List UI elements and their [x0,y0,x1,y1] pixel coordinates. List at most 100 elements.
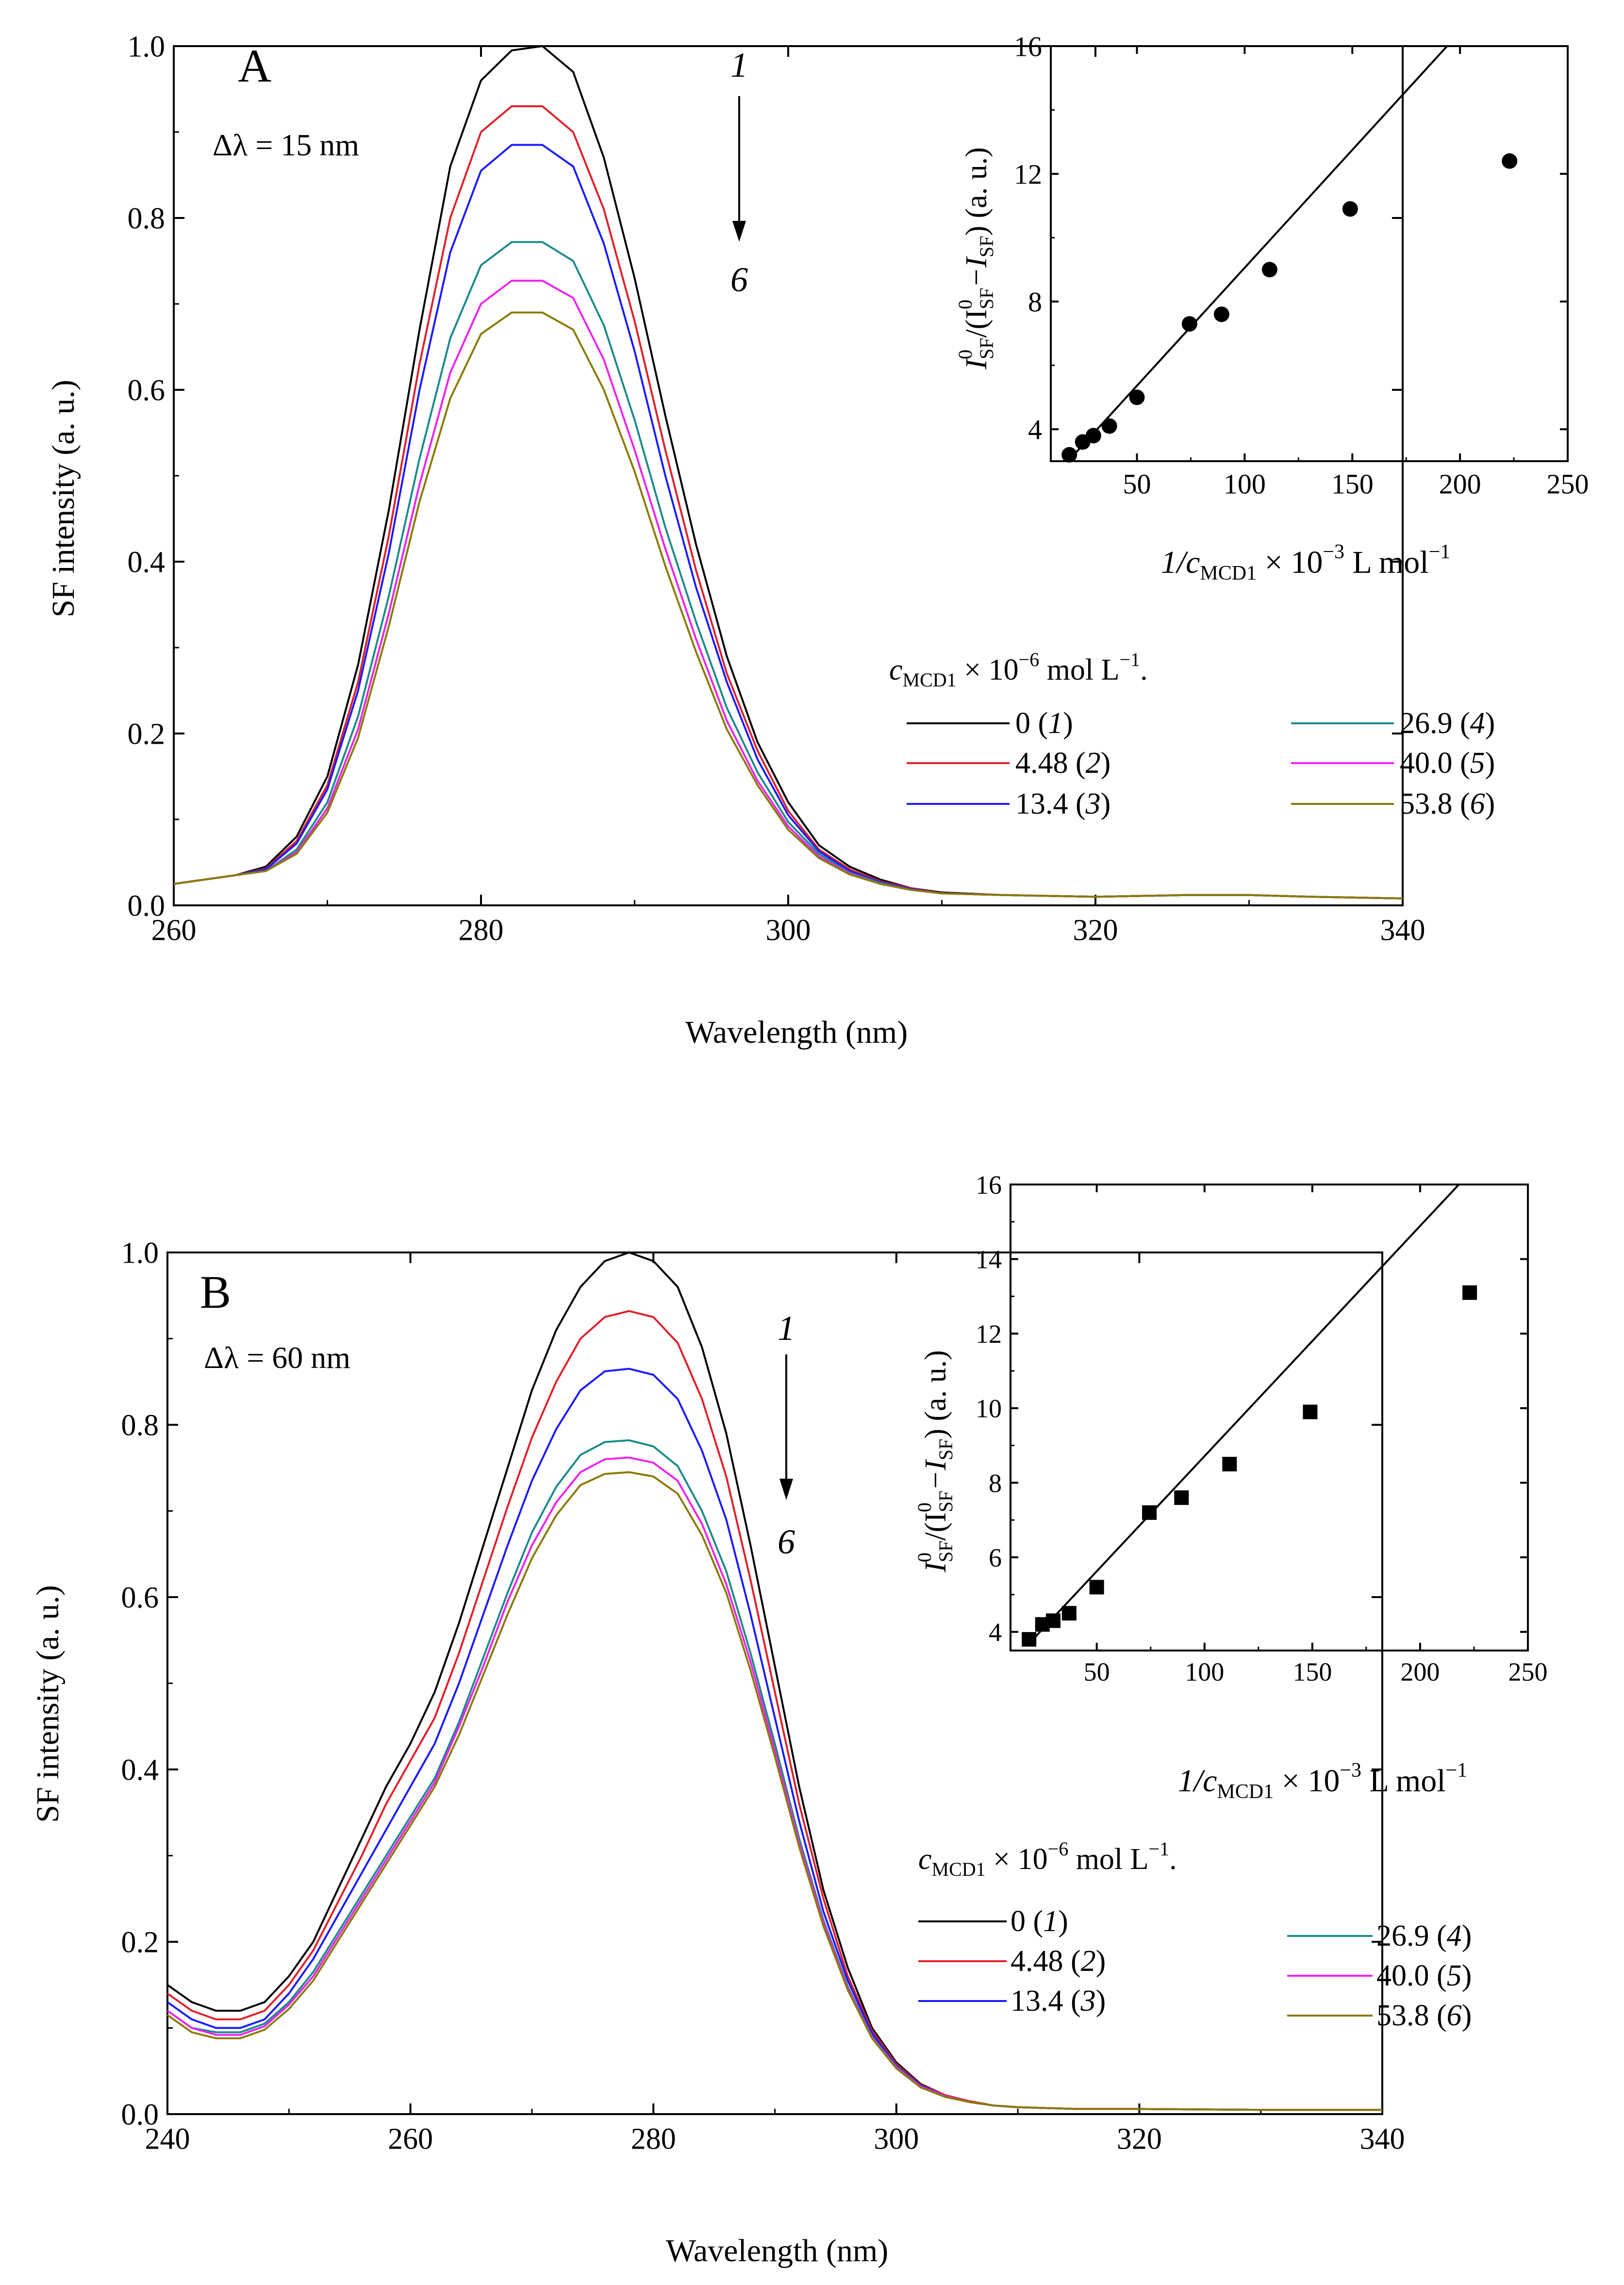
y-tick-label: 6 [989,1543,1002,1572]
data-point [1089,1580,1104,1595]
legend-exp: −6 [1019,649,1040,670]
x-tick-label: 150 [1293,1657,1332,1686]
legend-entry-5: 40.0 (5) [1376,1959,1472,1992]
y-tick-label: 0.0 [128,890,166,923]
legend-entry-5: 40.0 (5) [1400,747,1495,780]
panel-a-inset-xlabel: 1/cMCD1 × 10−3 L mol−1 [1161,541,1451,584]
y-tick-label: 0.6 [128,374,166,407]
legend-entry-2: 4.48 (2) [1015,747,1110,780]
y-tick-label: 0.4 [121,1754,159,1787]
data-point [1213,306,1229,322]
data-point [1502,153,1518,169]
y-tick-label: 0.2 [121,1926,159,1959]
legend-sub: MCD1 [932,1858,986,1880]
panel-a-label: A [238,40,271,92]
panel-a-xlabel: Wavelength (nm) [685,1015,908,1050]
data-point [1174,1490,1189,1505]
x-tick-label: 50 [1123,468,1151,500]
legend-end: . [1140,653,1148,686]
y-tick-label: 0.6 [121,1582,159,1615]
x-tick-label: 50 [1084,1657,1110,1686]
data-point [1129,389,1145,405]
y-tick-label: 4 [1028,414,1042,446]
x-tick-label: 200 [1439,468,1481,500]
x-tick-label: 300 [874,2122,919,2155]
x-tick-label: 250 [1508,1657,1548,1686]
y-tick-label: 0.8 [128,202,166,235]
panel-a-legend: cMCD1 × 10−6 mol L−1. 0 (1) 4.48 (2) 13.… [889,649,1495,820]
x-tick-label: 260 [388,2122,433,2155]
legend-entry-6: 53.8 (6) [1400,787,1495,820]
panel-a-arrow-head [732,221,746,242]
data-point [1045,1613,1061,1628]
y-tick-label: 8 [1028,286,1042,317]
y-tick-label: 0.2 [128,718,166,751]
data-point [1342,201,1358,217]
legend-c: c [918,1843,932,1876]
x-tick-label: 320 [1117,2122,1162,2155]
data-point [1142,1505,1157,1520]
panel-b-label: B [200,1266,231,1318]
x-tick-label: 150 [1331,468,1374,500]
legend-mid: × 10 [957,653,1019,686]
panel-b-legend-title: cMCD1 × 10−6 mol L−1. [918,1838,1177,1880]
legend-entry-4: 26.9 (4) [1376,1919,1472,1952]
fit-line [1067,45,1448,462]
x-tick-label: 250 [1547,468,1589,500]
panel-a: 260 280 300 320 340 0.0 0.2 0.4 0.6 0.8 1.0 A Δλ =… [46,31,1589,1050]
data-point [1303,1404,1318,1419]
plot-frame [1010,1184,1529,1651]
data-point [1222,1457,1237,1471]
y-tick-label: 4 [989,1618,1002,1647]
data-point [1085,428,1101,444]
y-tick-label: 8 [989,1468,1002,1498]
panel-b-inset-plot: 50 100 150 200 250 4 6 8 10 12 14 16 [976,1170,1548,1686]
data-point [1022,1632,1037,1647]
legend-entry-1: 0 (1) [1015,707,1073,740]
y-tick-label: 16 [976,1170,1002,1200]
y-tick-label: 1.0 [128,31,166,64]
y-tick-label: 0.8 [121,1409,159,1442]
panel-a-main-plot: 260 280 300 320 340 0.0 0.2 0.4 0.6 0.8 1.0 [128,31,1425,947]
panel-a-legend-title: cMCD1 × 10−6 mol L−1. [889,649,1148,691]
legend-unit-exp: −1 [1120,649,1141,670]
x-tick-label: 100 [1185,1657,1224,1686]
panel-b-inset-ylabel: I0SF/(I0SF−ISF) (a. u.) [913,1350,957,1573]
series-line-6 [173,311,1403,900]
panel-b-ylabel: SF intensity (a. u.) [30,1585,66,1823]
data-point [1181,316,1197,332]
legend-unit: mol L [1039,653,1119,686]
legend-entry-4: 26.9 (4) [1400,707,1495,740]
panel-a-delta: Δλ = 15 nm [213,128,359,162]
legend-end: . [1169,1843,1177,1876]
y-tick-label: 0.4 [128,546,166,579]
x-tick-label: 340 [1360,2122,1405,2155]
panel-b-xlabel: Wavelength (nm) [666,2233,888,2268]
x-tick-label: 100 [1224,468,1266,500]
panel-a-ylabel: SF intensity (a. u.) [46,380,81,617]
y-tick-label: 14 [976,1245,1002,1274]
legend-sub: MCD1 [903,669,957,691]
panel-b-arrow-top: 1 [778,1309,795,1348]
y-tick-label: 1.0 [121,1237,159,1270]
legend-unit: mol L [1068,1843,1148,1876]
x-tick-label: 280 [459,914,504,947]
x-tick-label: 320 [1073,914,1118,947]
data-point [1462,1285,1477,1300]
y-tick-label: 10 [976,1394,1002,1423]
series-line-6 [166,1471,1382,2111]
panel-b-arrow-bottom: 6 [778,1522,795,1561]
y-tick-label: 12 [1014,158,1042,190]
y-tick-label: 12 [976,1319,1002,1349]
legend-c: c [889,653,903,686]
legend-entry-6: 53.8 (6) [1376,1999,1472,2032]
x-tick-label: 300 [766,914,811,947]
legend-entry-3: 13.4 (3) [1015,787,1110,820]
legend-unit-exp: −1 [1149,1838,1170,1860]
legend-entry-3: 13.4 (3) [1011,1985,1106,2018]
data-point [1061,447,1077,463]
panel-b-inset-xlabel: 1/cMCD1 × 10−3 L mol−1 [1178,1759,1468,1803]
y-tick-label: 16 [1014,31,1042,62]
legend-mid: × 10 [986,1843,1048,1876]
